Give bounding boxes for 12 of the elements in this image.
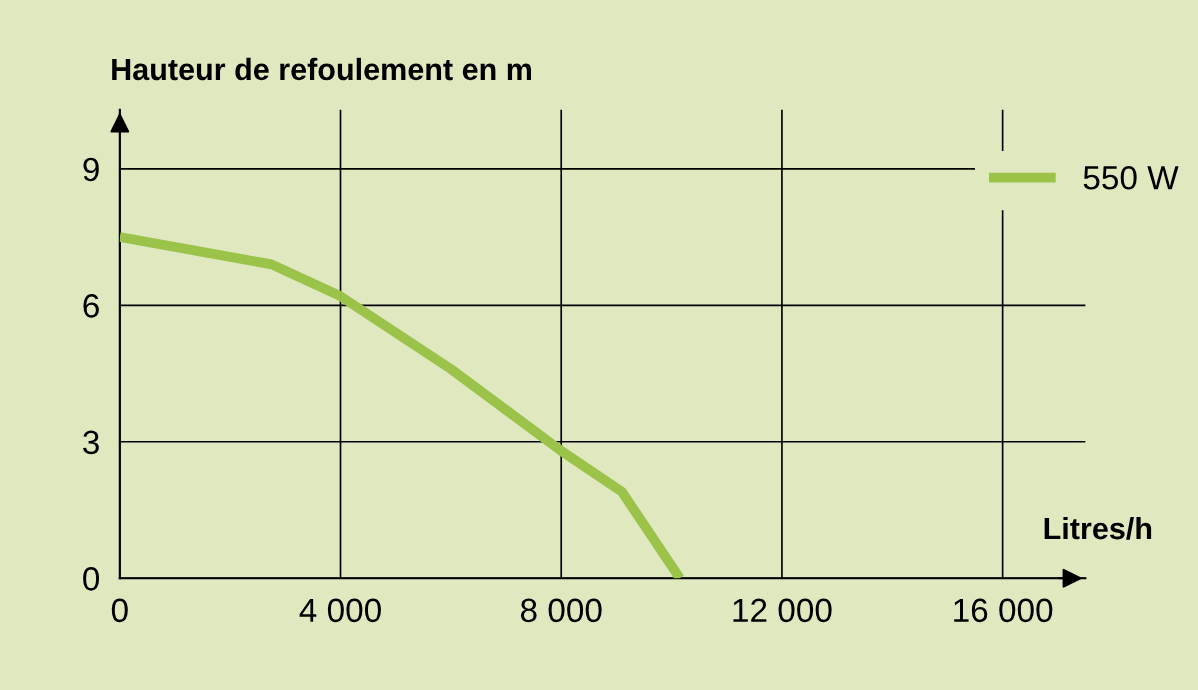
x-tick-label: 4 000 xyxy=(299,598,381,623)
x-tick-label: 0 xyxy=(111,598,128,623)
y-tick-label: 9 xyxy=(83,157,99,182)
y-tick-label: 3 xyxy=(83,430,99,455)
x-tick-label: 16 000 xyxy=(954,598,1053,623)
x-tick-label: 12 000 xyxy=(733,598,832,623)
y-axis-title: Hauteur de refoulement en m xyxy=(112,57,532,81)
legend-label: 550 W xyxy=(1083,166,1179,190)
x-axis-title: Litres/h xyxy=(1044,516,1152,540)
y-tick-label: 0 xyxy=(83,567,100,591)
x-tick-label: 8 000 xyxy=(520,598,602,623)
y-tick-label: 6 xyxy=(83,294,99,318)
